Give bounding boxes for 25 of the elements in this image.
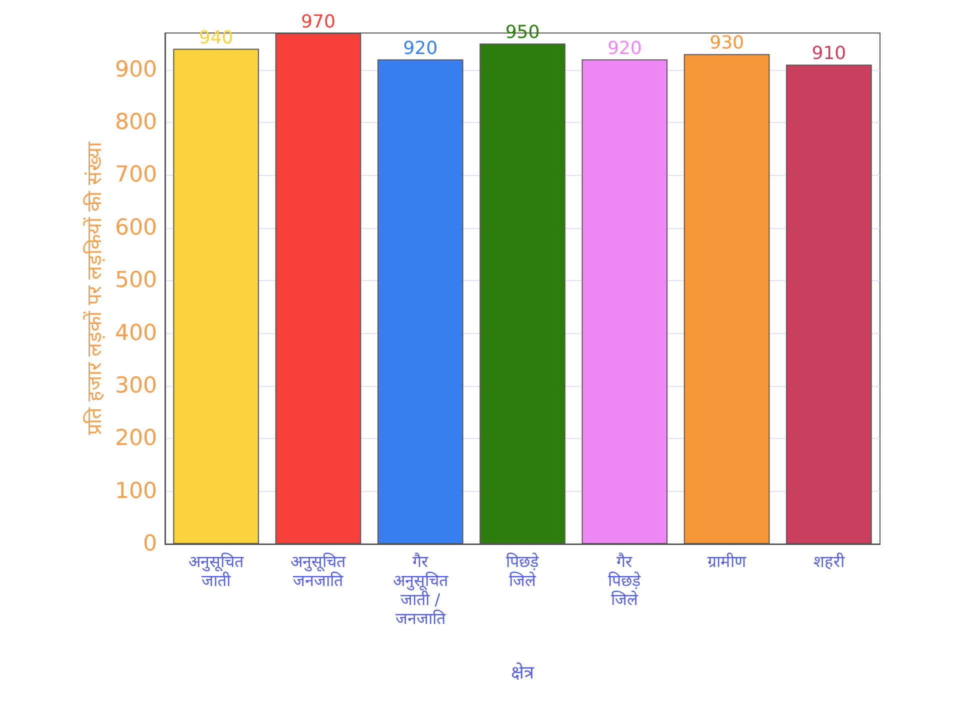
x-tick-label: गैर अनुसूचित जाती / जनजाति: [392, 552, 449, 628]
data-label: 970: [301, 12, 336, 32]
y-tick-label: 600: [115, 215, 157, 240]
x-tick-label: ग्रामीण: [707, 552, 746, 571]
data-label: 920: [403, 38, 438, 59]
y-tick-label: 200: [115, 426, 157, 452]
y-tick-label: 0: [143, 532, 157, 556]
y-tick-label: 300: [115, 373, 157, 398]
y-axis-title: प्रति हजार लड़कों पर लड़कियों की संख्या: [82, 140, 106, 436]
y-tick-label: 800: [115, 110, 157, 136]
data-label: 910: [812, 43, 846, 64]
x-tick-label: पिछड़े जिले: [506, 552, 539, 590]
x-tick-label: गैर पिछड़े जिले: [608, 552, 642, 609]
data-label: 930: [710, 32, 744, 54]
y-tick-label: 100: [115, 478, 157, 504]
y-tick-label: 900: [115, 57, 157, 82]
x-tick-label: अनुसूचित जाती: [188, 552, 245, 590]
y-tick-label: 500: [115, 268, 157, 294]
x-tick-label: शहरी: [813, 552, 846, 571]
data-label: 920: [607, 38, 642, 59]
data-label: 940: [198, 27, 234, 48]
y-tick-label: 400: [115, 320, 157, 346]
y-tick-label: 700: [115, 162, 157, 188]
x-axis-title: क्षेत्र: [511, 662, 535, 684]
x-tick-label: अनुसूचित जनजाति: [290, 552, 347, 590]
